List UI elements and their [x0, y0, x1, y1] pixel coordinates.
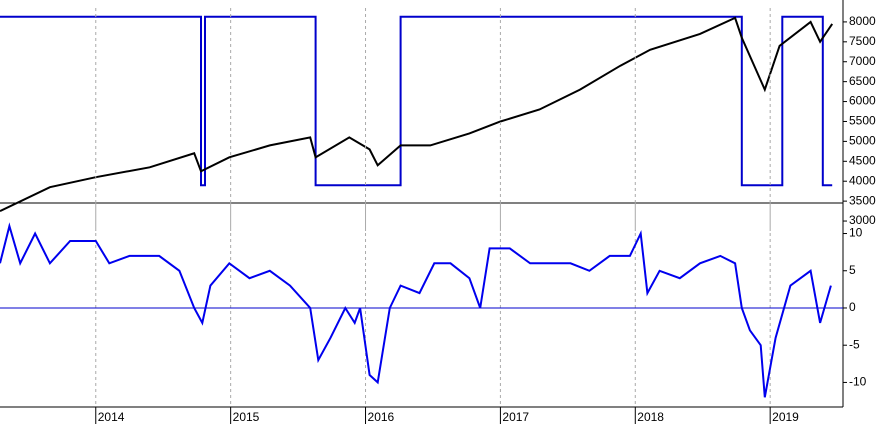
y-tick-label: 0 [849, 300, 856, 314]
x-tick-label: 2018 [637, 410, 664, 424]
y-tick-label: 7500 [849, 34, 876, 48]
y-tick-label: 8000 [849, 14, 876, 28]
y-tick-label: 3500 [849, 193, 876, 207]
data-line [0, 16, 834, 213]
y-tick-label: 5000 [849, 134, 876, 148]
y-tick-label: 7000 [849, 54, 876, 68]
y-tick-label: -10 [849, 375, 867, 389]
y-tick-label: 10 [849, 226, 863, 240]
x-tick-label: 2014 [98, 410, 125, 424]
y-tick-label: -5 [849, 337, 860, 351]
x-tick-label: 2019 [772, 410, 799, 424]
y-tick-label: 5 [849, 263, 856, 277]
x-tick-label: 2017 [502, 410, 529, 424]
y-tick-label: 4000 [849, 173, 876, 187]
y-tick-label: 6000 [849, 94, 876, 108]
x-tick-label: 2015 [233, 410, 260, 424]
y-tick-label: 5500 [849, 114, 876, 128]
y-tick-label: 4500 [849, 153, 876, 167]
y-tick-label: 6500 [849, 74, 876, 88]
data-line [0, 222, 832, 398]
data-line [0, 15, 833, 187]
x-tick-label: 2016 [368, 410, 395, 424]
y-tick-label: 3000 [849, 213, 876, 227]
